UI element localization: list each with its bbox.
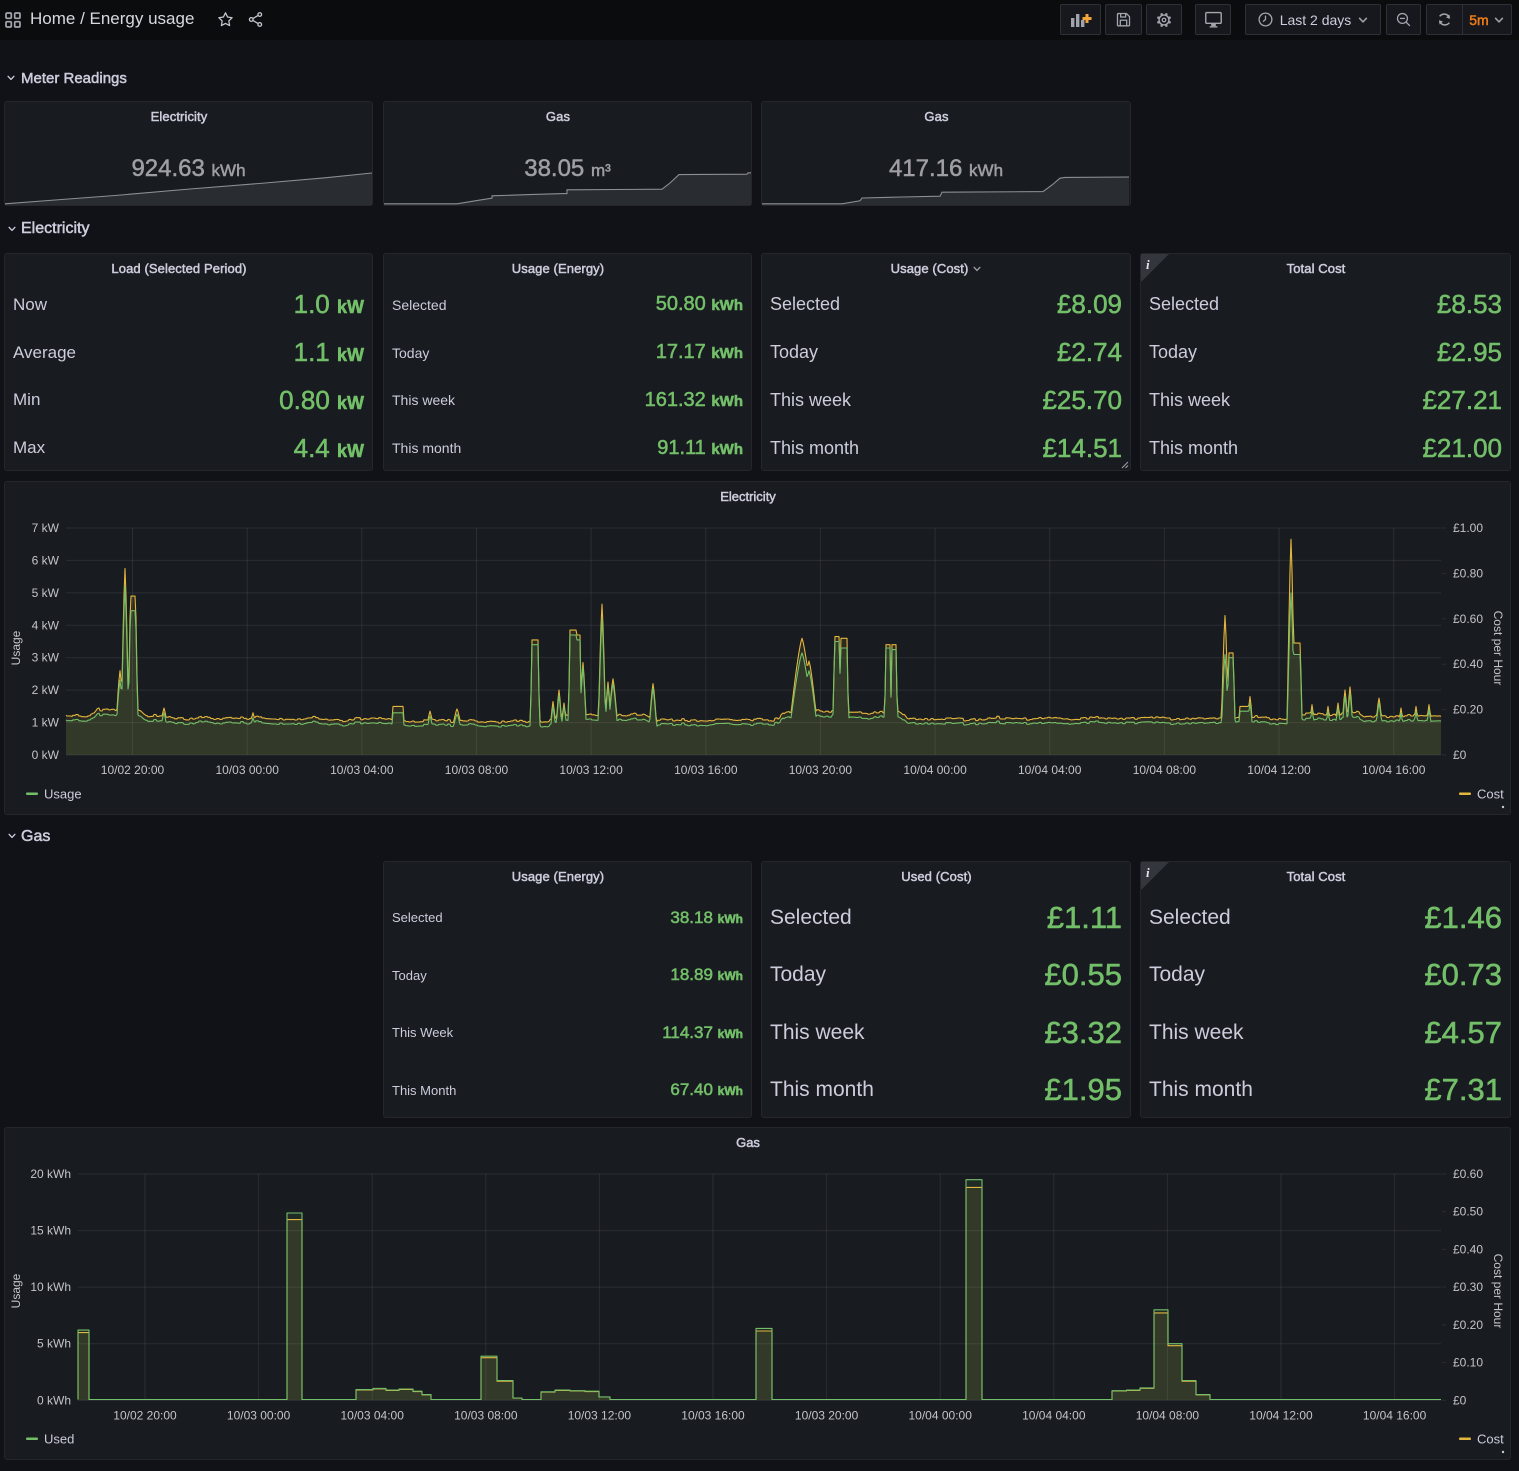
svg-text:£0.20: £0.20 [1453, 703, 1483, 717]
svg-text:0 kW: 0 kW [32, 748, 60, 762]
svg-text:10/04 08:00: 10/04 08:00 [1133, 763, 1197, 777]
svg-text:10/03 12:00: 10/03 12:00 [559, 763, 623, 777]
svg-text:£0.40: £0.40 [1453, 1242, 1483, 1256]
svg-text:i: i [1146, 257, 1150, 272]
svg-text:Usage: Usage [44, 787, 82, 802]
svg-text:10/04 16:00: 10/04 16:00 [1363, 1408, 1427, 1422]
svg-text:20 kWh: 20 kWh [30, 1167, 71, 1181]
svg-text:£0.50: £0.50 [1453, 1205, 1483, 1219]
svg-text:5 kW: 5 kW [32, 586, 60, 600]
svg-text:Cost per Hour: Cost per Hour [1491, 1254, 1505, 1329]
svg-text:10/04 08:00: 10/04 08:00 [1136, 1408, 1200, 1422]
svg-text:Cost per Hour: Cost per Hour [1491, 611, 1505, 686]
svg-text:10/03 00:00: 10/03 00:00 [227, 1408, 291, 1422]
svg-text:10/04 12:00: 10/04 12:00 [1249, 1408, 1313, 1422]
svg-text:10/03 04:00: 10/03 04:00 [330, 763, 394, 777]
svg-text:10/03 20:00: 10/03 20:00 [795, 1408, 859, 1422]
svg-text:£0.10: £0.10 [1453, 1356, 1483, 1370]
svg-text:£0: £0 [1453, 1393, 1467, 1407]
svg-text:10/03 04:00: 10/03 04:00 [340, 1408, 404, 1422]
svg-text:10/04 00:00: 10/04 00:00 [908, 1408, 972, 1422]
svg-text:£0.80: £0.80 [1453, 566, 1483, 580]
svg-text:10/04 16:00: 10/04 16:00 [1362, 763, 1426, 777]
svg-text:10 kWh: 10 kWh [30, 1280, 71, 1294]
svg-text:£0: £0 [1453, 748, 1467, 762]
svg-text:Usage: Usage [9, 1273, 23, 1308]
svg-text:15 kWh: 15 kWh [30, 1224, 71, 1238]
svg-text:2 kW: 2 kW [32, 683, 60, 697]
svg-text:Cost: Cost [1477, 787, 1504, 802]
svg-text:Used: Used [44, 1432, 74, 1447]
svg-text:3 kW: 3 kW [32, 651, 60, 665]
svg-text:10/03 20:00: 10/03 20:00 [789, 763, 853, 777]
svg-text:10/02 20:00: 10/02 20:00 [101, 763, 165, 777]
svg-text:10/03 00:00: 10/03 00:00 [215, 763, 279, 777]
svg-text:7 kW: 7 kW [32, 521, 60, 535]
svg-text:5 kWh: 5 kWh [37, 1337, 71, 1351]
svg-text:Cost: Cost [1477, 1432, 1504, 1447]
svg-text:£1.00: £1.00 [1453, 521, 1483, 535]
svg-text:4 kW: 4 kW [32, 618, 60, 632]
svg-text:10/03 08:00: 10/03 08:00 [454, 1408, 518, 1422]
svg-text:10/03 12:00: 10/03 12:00 [568, 1408, 632, 1422]
svg-text:10/02 20:00: 10/02 20:00 [113, 1408, 177, 1422]
svg-text:0 kWh: 0 kWh [37, 1393, 71, 1407]
svg-text:10/04 12:00: 10/04 12:00 [1247, 763, 1311, 777]
svg-text:10/03 08:00: 10/03 08:00 [445, 763, 509, 777]
svg-text:£0.60: £0.60 [1453, 1167, 1483, 1181]
svg-text:£0.30: £0.30 [1453, 1280, 1483, 1294]
svg-text:i: i [1146, 865, 1150, 880]
svg-text:10/04 04:00: 10/04 04:00 [1022, 1408, 1086, 1422]
svg-text:10/03 16:00: 10/03 16:00 [674, 763, 738, 777]
svg-text:6 kW: 6 kW [32, 553, 60, 567]
svg-text:£0.40: £0.40 [1453, 657, 1483, 671]
svg-text:1 kW: 1 kW [32, 716, 60, 730]
svg-text:10/03 16:00: 10/03 16:00 [681, 1408, 745, 1422]
svg-text:10/04 00:00: 10/04 00:00 [903, 763, 967, 777]
svg-text:£0.60: £0.60 [1453, 612, 1483, 626]
svg-text:Usage: Usage [9, 630, 23, 665]
svg-text:10/04 04:00: 10/04 04:00 [1018, 763, 1082, 777]
svg-text:£0.20: £0.20 [1453, 1318, 1483, 1332]
